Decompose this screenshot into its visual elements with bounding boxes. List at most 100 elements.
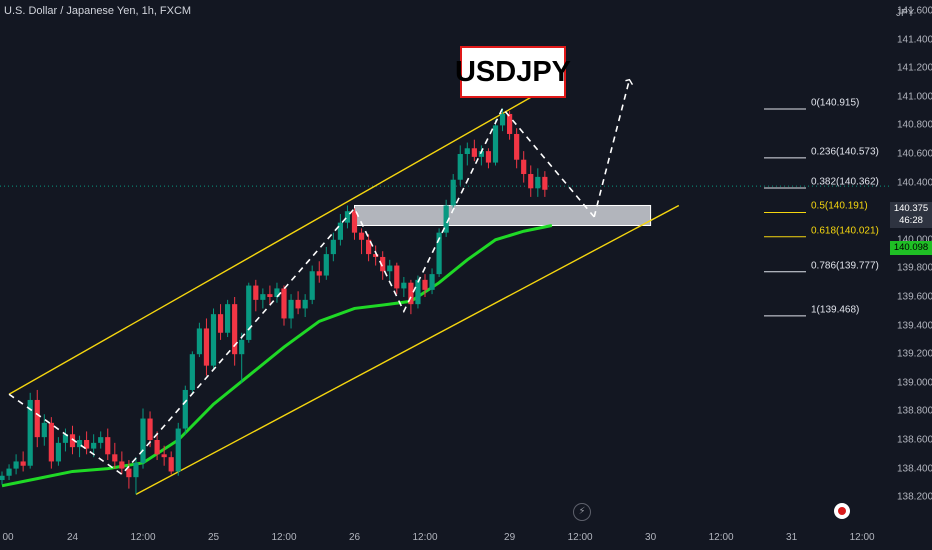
candle-body xyxy=(91,442,97,449)
candle-body xyxy=(443,205,449,233)
price-tick-label: 141.400 xyxy=(897,34,932,46)
candle-body xyxy=(225,304,231,333)
price-tick-label: 138.400 xyxy=(897,463,932,475)
candle-body xyxy=(119,461,125,469)
candle-body xyxy=(429,274,435,290)
time-tick-label: 00 xyxy=(2,532,14,543)
candle-body xyxy=(175,428,181,472)
candle-body xyxy=(316,271,322,276)
fib-level-label: 0.236(140.573) xyxy=(811,146,879,158)
projection-arrowhead xyxy=(625,78,634,86)
candle-body xyxy=(281,288,287,319)
candle-body xyxy=(542,176,548,190)
time-tick-label: 12:00 xyxy=(271,532,297,543)
candle-body xyxy=(84,440,90,449)
price-tick-label: 139.400 xyxy=(897,320,932,332)
price-tick-label: 139.000 xyxy=(897,377,932,389)
candle-body xyxy=(366,239,372,255)
candle-body xyxy=(55,442,61,462)
fib-level-label: 1(139.468) xyxy=(811,304,860,316)
price-tick-label: 139.600 xyxy=(897,291,932,303)
candle-body xyxy=(521,159,527,175)
candle-body xyxy=(239,339,245,355)
price-tick-label: 139.800 xyxy=(897,262,932,274)
candle-body xyxy=(415,279,421,305)
candle-body xyxy=(464,148,470,154)
price-tick-label: 140.800 xyxy=(897,119,932,131)
time-tick-label: 29 xyxy=(504,532,516,543)
fib-level-label: 0.382(140.362) xyxy=(811,176,879,188)
time-tick-label: 12:00 xyxy=(567,532,593,543)
candle-body xyxy=(210,314,217,366)
candle-body xyxy=(69,434,76,448)
candle-body xyxy=(485,151,492,163)
candle-body xyxy=(422,279,428,290)
candle-body xyxy=(373,254,379,257)
candle-body xyxy=(196,328,202,355)
support-zone xyxy=(354,204,652,226)
candle-body xyxy=(528,174,534,189)
candle-body xyxy=(323,254,329,276)
candle-body xyxy=(288,299,294,319)
price-tick-label: 138.200 xyxy=(897,491,932,503)
price-tick-label: 140.600 xyxy=(897,148,932,160)
time-tick-label: 24 xyxy=(66,532,79,543)
candle-body xyxy=(507,113,513,134)
price-tick-label: 140.000 xyxy=(897,234,932,246)
zigzag-path xyxy=(8,106,595,476)
candle-body xyxy=(394,265,400,289)
target-icon[interactable] xyxy=(834,503,850,519)
time-tick-label: 31 xyxy=(786,532,798,543)
candle-body xyxy=(147,418,153,440)
candle-body xyxy=(140,418,146,463)
candle-body xyxy=(189,354,195,390)
candle-countdown: 46:28 xyxy=(899,215,923,226)
candle-body xyxy=(41,422,47,438)
candle-body xyxy=(182,389,188,429)
flash-icon[interactable]: ⚡ xyxy=(573,503,591,521)
time-tick-label: 12:00 xyxy=(412,532,438,543)
ma-price-tag: 140.098 xyxy=(890,241,932,255)
price-tick-label: 139.200 xyxy=(897,348,932,360)
moving-average-line xyxy=(1,224,553,488)
candle-body xyxy=(253,285,259,300)
candle-body xyxy=(387,265,393,272)
candle-body xyxy=(295,299,301,309)
price-tick-label: 141.000 xyxy=(897,91,932,103)
candle-body xyxy=(105,437,111,455)
time-tick-label: 25 xyxy=(207,532,220,543)
candle-body xyxy=(13,461,19,469)
chart-title-box: USDJPY xyxy=(455,46,571,98)
candle-body xyxy=(309,271,315,300)
channel-upper-line xyxy=(8,84,553,395)
candle-body xyxy=(274,288,280,297)
fib-level-label: 0(140.915) xyxy=(811,97,860,109)
candle-body xyxy=(450,179,456,206)
candle-body xyxy=(351,211,358,233)
symbol-title[interactable]: U.S. Dollar / Japanese Yen, 1h, FXCM xyxy=(4,5,192,17)
candle-body xyxy=(408,282,414,305)
candle-body xyxy=(380,256,386,272)
currency-label: JPY xyxy=(896,8,915,19)
fib-level-label: 0.786(139.777) xyxy=(811,260,879,272)
candle-body xyxy=(267,294,273,297)
candle-body xyxy=(0,475,5,481)
candle-body xyxy=(232,304,238,355)
price-tick-label: 141.600 xyxy=(897,5,932,17)
current-price-tag: 140.375 46:28 xyxy=(890,202,932,228)
candle-body xyxy=(478,151,484,157)
candle-body xyxy=(6,468,12,476)
candle-body xyxy=(133,462,139,478)
current-price: 140.375 xyxy=(893,203,929,214)
time-tick-label: 12:00 xyxy=(849,532,875,543)
candle-body xyxy=(260,294,266,300)
candle-body xyxy=(98,437,104,443)
candle-body xyxy=(48,422,54,462)
candle-body xyxy=(401,282,407,289)
candle-body xyxy=(20,461,26,466)
candle-body xyxy=(492,125,499,163)
candle-body xyxy=(217,314,224,333)
candle-body xyxy=(168,457,174,472)
candle-body xyxy=(344,211,351,223)
